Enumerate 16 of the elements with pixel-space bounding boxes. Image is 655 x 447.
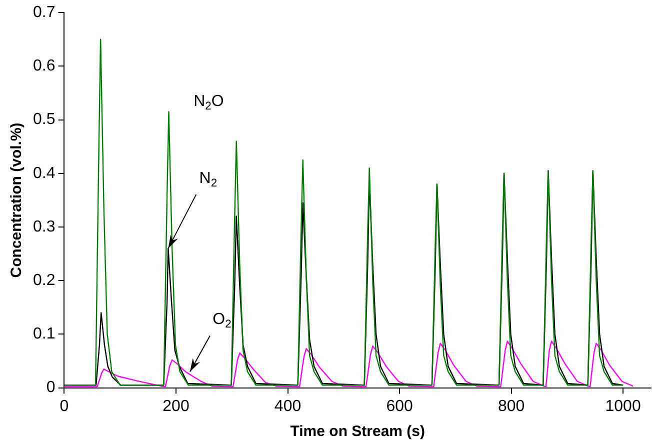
y-tick-label: 0: [46, 379, 56, 396]
y-axis-title: Concentration (vol.%): [8, 122, 26, 278]
y-tick-label: 0.5: [32, 111, 56, 128]
x-axis-title: Time on Stream (s): [290, 423, 426, 440]
y-tick-label: 0.1: [32, 326, 56, 343]
y-tick-label: 0.6: [32, 58, 56, 75]
x-tick-label: 800: [498, 398, 525, 415]
x-tick-label: 0: [60, 398, 69, 415]
x-tick-label: 200: [162, 398, 190, 415]
y-tick-label: 0.4: [32, 164, 56, 182]
x-tick-label: 600: [386, 398, 413, 415]
y-tick-label: 0.2: [32, 272, 56, 290]
x-tick-label: 400: [274, 398, 302, 415]
x-tick-label: 1000: [605, 398, 641, 415]
y-tick-label: 0.3: [32, 218, 56, 236]
y-tick-label: 0.7: [32, 4, 56, 22]
